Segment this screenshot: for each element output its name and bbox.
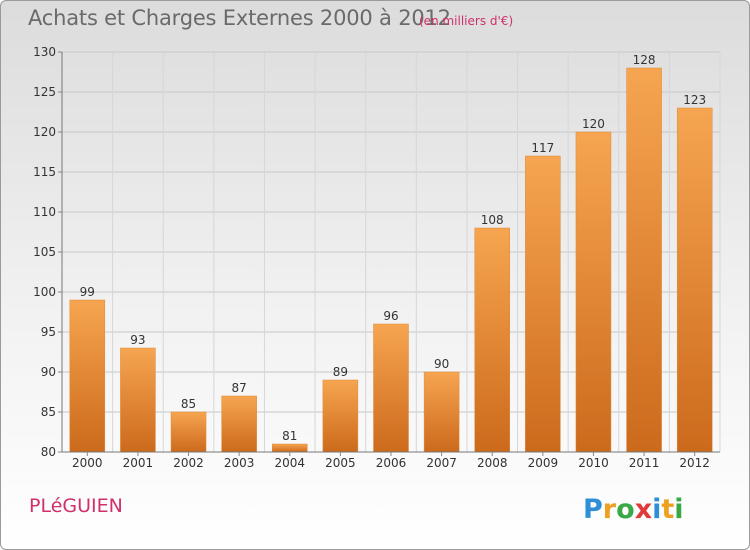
bar-2004 bbox=[272, 443, 308, 453]
logo-letter-i: i bbox=[652, 494, 661, 525]
x-tick-label-2001: 2001 bbox=[123, 456, 154, 470]
x-tick-label-2012: 2012 bbox=[679, 456, 710, 470]
bar-2005 bbox=[322, 379, 359, 453]
logo-letter-o: o bbox=[616, 494, 635, 525]
logo-letter-t: t bbox=[661, 494, 674, 525]
value-label-2004: 81 bbox=[282, 429, 297, 443]
labels: 80 85 90 95 100 105 110 115 120 125 130 99 2000 93 200… bbox=[33, 45, 710, 470]
x-tick-label-2009: 2009 bbox=[528, 456, 559, 470]
axes bbox=[58, 51, 720, 456]
logo-letter-r: r bbox=[603, 494, 617, 525]
y-tick-label: 110 bbox=[33, 205, 56, 219]
bar-2002 bbox=[170, 411, 207, 453]
chart-title: Achats et Charges Externes 2000 à 2012 bbox=[28, 6, 451, 30]
logo-letter-i2: i bbox=[674, 494, 683, 525]
value-label-2012: 123 bbox=[683, 93, 706, 107]
y-tick-label: 85 bbox=[41, 405, 56, 419]
bar-2001 bbox=[120, 347, 156, 453]
x-tick-label-2011: 2011 bbox=[629, 456, 660, 470]
x-tick-label-2003: 2003 bbox=[224, 456, 255, 470]
x-tick-label-2010: 2010 bbox=[578, 456, 609, 470]
value-label-2003: 87 bbox=[232, 381, 247, 395]
y-tick-label: 90 bbox=[41, 365, 56, 379]
x-tick-label-2007: 2007 bbox=[426, 456, 457, 470]
bar-2011 bbox=[626, 67, 662, 453]
bar-2000 bbox=[69, 299, 106, 453]
bar-2008 bbox=[474, 227, 510, 453]
bar-2003 bbox=[221, 395, 257, 453]
x-tick-label-2004: 2004 bbox=[274, 456, 305, 470]
logo-letter-p: P bbox=[583, 494, 603, 525]
y-tick-label: 100 bbox=[33, 285, 56, 299]
bar-2007 bbox=[423, 371, 460, 453]
value-label-2001: 93 bbox=[130, 333, 145, 347]
value-label-2007: 90 bbox=[434, 357, 449, 371]
y-tick-label: 125 bbox=[33, 85, 56, 99]
y-tick-label: 115 bbox=[33, 165, 56, 179]
x-tick-label-2006: 2006 bbox=[376, 456, 407, 470]
x-tick-label-2000: 2000 bbox=[72, 456, 103, 470]
value-label-2010: 120 bbox=[582, 117, 605, 131]
logo-letter-x: x bbox=[635, 494, 652, 525]
bar-2009 bbox=[525, 155, 561, 453]
chart-unit-note: (en milliers d'€) bbox=[419, 14, 514, 28]
y-tick-label: 130 bbox=[33, 45, 56, 59]
svg-text:Proxiti: Proxiti bbox=[583, 494, 684, 525]
value-label-2009: 117 bbox=[531, 141, 554, 155]
proxiti-logo: Proxiti bbox=[583, 494, 684, 525]
value-label-2000: 99 bbox=[80, 285, 95, 299]
value-label-2005: 89 bbox=[333, 365, 348, 379]
x-tick-label-2002: 2002 bbox=[173, 456, 204, 470]
x-tick-label-2008: 2008 bbox=[477, 456, 508, 470]
bar-2010 bbox=[575, 131, 612, 453]
y-tick-label: 80 bbox=[41, 445, 56, 459]
bar-2006 bbox=[373, 323, 409, 453]
value-label-2011: 128 bbox=[633, 53, 656, 67]
value-label-2002: 85 bbox=[181, 397, 196, 411]
y-tick-label: 95 bbox=[41, 325, 56, 339]
bars bbox=[69, 67, 713, 453]
x-tick-label-2005: 2005 bbox=[325, 456, 356, 470]
value-label-2008: 108 bbox=[481, 213, 504, 227]
bar-2012 bbox=[676, 107, 713, 453]
commune-name: PLéGUIEN bbox=[29, 495, 123, 517]
y-tick-label: 120 bbox=[33, 125, 56, 139]
y-tick-label: 105 bbox=[33, 245, 56, 259]
value-label-2006: 96 bbox=[383, 309, 398, 323]
